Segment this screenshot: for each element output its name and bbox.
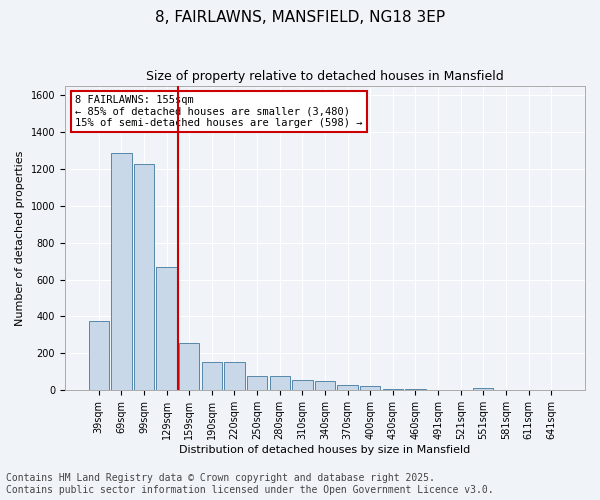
- Title: Size of property relative to detached houses in Mansfield: Size of property relative to detached ho…: [146, 70, 504, 83]
- Bar: [247, 376, 267, 390]
- Bar: [89, 321, 109, 390]
- Text: Contains HM Land Registry data © Crown copyright and database right 2025.
Contai: Contains HM Land Registry data © Crown c…: [6, 474, 494, 495]
- Y-axis label: Number of detached properties: Number of detached properties: [15, 150, 25, 326]
- Bar: [383, 388, 403, 390]
- Bar: [269, 376, 290, 390]
- Bar: [111, 153, 131, 390]
- Text: 8, FAIRLAWNS, MANSFIELD, NG18 3EP: 8, FAIRLAWNS, MANSFIELD, NG18 3EP: [155, 10, 445, 25]
- Bar: [473, 388, 493, 390]
- Bar: [134, 164, 154, 390]
- Bar: [292, 380, 313, 390]
- Bar: [360, 386, 380, 390]
- Bar: [337, 385, 358, 390]
- Bar: [224, 362, 245, 390]
- Bar: [179, 343, 199, 390]
- Bar: [202, 362, 222, 390]
- Text: 8 FAIRLAWNS: 155sqm
← 85% of detached houses are smaller (3,480)
15% of semi-det: 8 FAIRLAWNS: 155sqm ← 85% of detached ho…: [76, 94, 363, 128]
- Bar: [315, 381, 335, 390]
- Bar: [157, 266, 177, 390]
- X-axis label: Distribution of detached houses by size in Mansfield: Distribution of detached houses by size …: [179, 445, 470, 455]
